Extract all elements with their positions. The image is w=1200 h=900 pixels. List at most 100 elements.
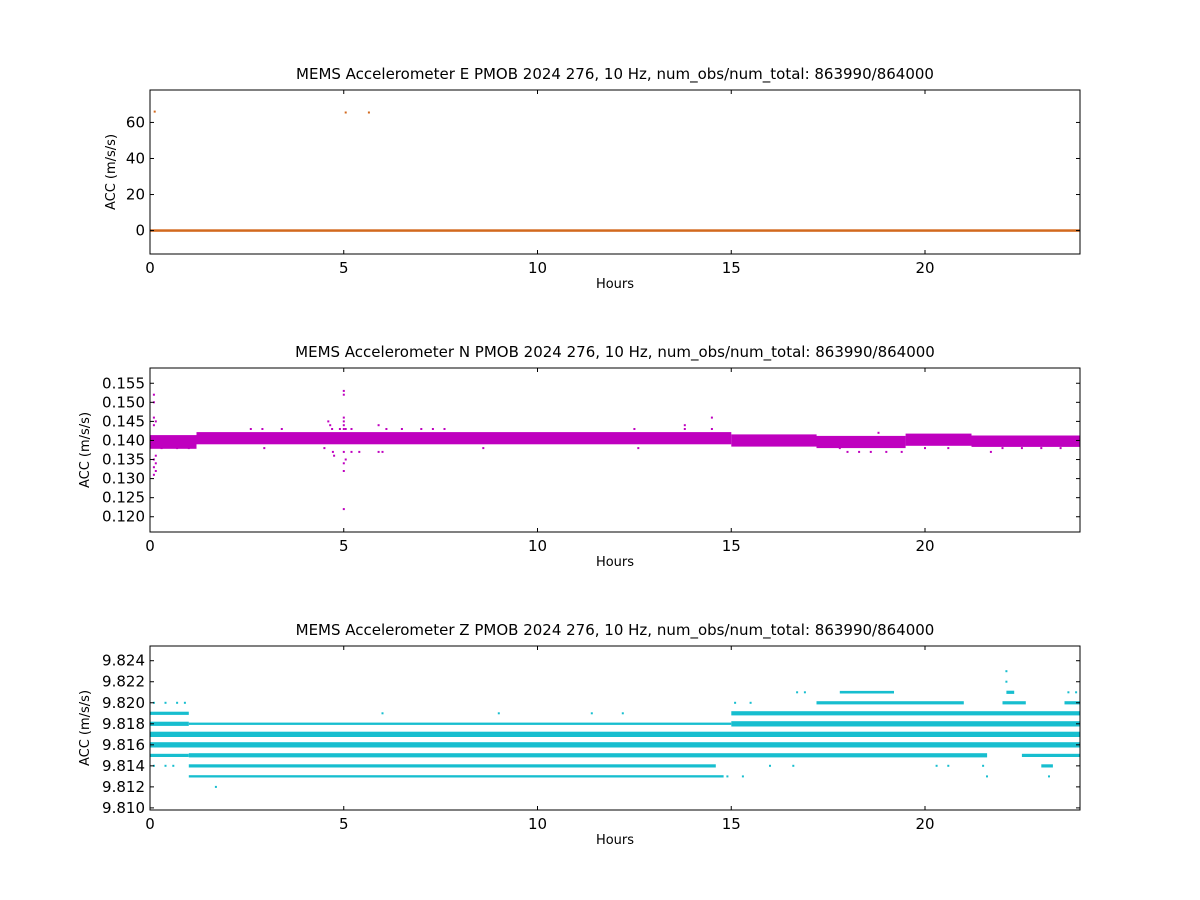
data-band-z-15	[1064, 701, 1080, 705]
data-point-e-0	[153, 110, 156, 113]
data-point-z-10	[590, 712, 593, 715]
y-tick-label-n-4: 0.140	[102, 431, 145, 449]
y-tick-label-z-0: 9.810	[102, 799, 145, 817]
data-band-z-6	[150, 742, 1080, 748]
data-point-n-48	[482, 447, 485, 450]
data-point-n-42	[377, 424, 380, 427]
data-point-z-22	[982, 764, 985, 767]
data-point-n-47	[443, 428, 446, 430]
data-point-n-61	[900, 450, 903, 453]
axes-frame-e	[149, 89, 1081, 255]
data-point-n-33	[342, 470, 345, 472]
data-point-e-2	[367, 111, 370, 114]
y-axis-label-z: ACC (m/s/s)	[78, 690, 93, 766]
data-point-n-24	[338, 428, 341, 430]
data-point-n-27	[342, 416, 345, 419]
y-tick-label-z-2: 9.814	[102, 757, 145, 775]
data-band-z-11	[150, 711, 189, 715]
data-point-z-16	[734, 701, 737, 704]
data-point-z-25	[1005, 680, 1008, 683]
data-point-z-23	[986, 775, 988, 778]
data-point-z-7	[214, 785, 217, 788]
data-band-z-17	[1006, 690, 1015, 694]
data-point-n-7	[154, 420, 157, 423]
data-point-n-60	[885, 450, 888, 453]
data-point-n-43	[385, 428, 388, 430]
data-point-n-25	[342, 389, 345, 392]
data-band-e-0	[150, 229, 1080, 232]
data-point-n-65	[1001, 447, 1004, 450]
y-tick-label-z-1: 9.812	[102, 778, 145, 796]
data-point-n-64	[989, 450, 992, 453]
x-tick-label-n-4: 20	[915, 537, 934, 555]
y-tick-label-n-6: 0.150	[102, 393, 145, 411]
data-point-n-0	[152, 393, 155, 396]
data-point-z-11	[621, 712, 624, 715]
y-tick-label-e-1: 20	[126, 186, 145, 204]
y-tick-label-z-7: 9.824	[102, 652, 145, 670]
y-axis-label-n: ACC (m/s/s)	[78, 412, 93, 488]
panel-e: MEMS Accelerometer E PMOB 2024 276, 10 H…	[104, 65, 1081, 292]
y-tick-label-e-3: 60	[126, 113, 145, 131]
y-tick-label-n-3: 0.135	[102, 451, 145, 469]
data-band-z-13	[816, 701, 964, 705]
data-point-n-49	[633, 428, 636, 430]
y-tick-label-n-0: 0.120	[102, 508, 145, 526]
panel-z: MEMS Accelerometer Z PMOB 2024 276, 10 H…	[78, 621, 1081, 848]
data-point-n-2	[152, 416, 155, 419]
data-band-z-9	[188, 722, 732, 725]
x-tick-label-e-1: 5	[339, 259, 349, 277]
data-point-n-18	[323, 447, 326, 450]
data-point-n-28	[342, 420, 345, 423]
data-point-n-45	[420, 428, 423, 430]
x-axis-label-n: Hours	[596, 555, 634, 570]
data-point-z-2	[176, 701, 179, 704]
data-band-z-14	[1002, 701, 1026, 705]
data-point-n-19	[327, 420, 330, 423]
data-point-n-53	[710, 416, 713, 419]
panel-n: MEMS Accelerometer N PMOB 2024 276, 10 H…	[78, 343, 1081, 570]
plot-area-n	[150, 368, 1080, 532]
x-tick-label-z-0: 0	[145, 815, 155, 833]
data-point-z-24	[1005, 670, 1008, 673]
data-band-n-5	[971, 435, 1080, 447]
data-point-z-28	[1075, 691, 1078, 694]
data-point-n-50	[637, 447, 640, 450]
data-band-z-5	[1021, 753, 1080, 757]
data-band-z-10	[731, 721, 1081, 727]
data-point-z-5	[164, 764, 167, 767]
data-point-n-55	[838, 447, 841, 450]
data-point-n-51	[683, 424, 686, 427]
data-band-n-0	[150, 435, 197, 449]
data-band-z-2	[1041, 764, 1053, 768]
data-point-n-13	[187, 447, 190, 450]
data-point-n-37	[350, 428, 353, 430]
x-tick-label-z-2: 10	[528, 815, 547, 833]
data-point-n-11	[160, 447, 163, 450]
x-tick-label-n-2: 10	[528, 537, 547, 555]
data-band-z-16	[839, 690, 894, 694]
data-point-n-22	[331, 450, 334, 453]
data-point-z-12	[726, 775, 729, 778]
data-point-n-34	[342, 508, 345, 511]
data-point-z-15	[792, 764, 795, 767]
data-point-n-17	[280, 428, 283, 430]
data-band-z-1	[188, 764, 716, 768]
data-band-z-0	[188, 775, 724, 778]
plot-area-z	[150, 646, 1080, 810]
y-tick-label-z-3: 9.816	[102, 736, 145, 754]
data-point-z-14	[769, 764, 771, 767]
data-point-n-38	[350, 450, 353, 453]
x-tick-label-n-1: 5	[339, 537, 349, 555]
data-marks-n	[150, 389, 1080, 511]
axes-frame-z	[149, 645, 1081, 811]
y-tick-label-e-0: 0	[135, 222, 145, 240]
x-tick-label-n-3: 15	[722, 537, 741, 555]
data-point-n-36	[344, 458, 347, 461]
data-point-n-6	[152, 473, 155, 476]
data-point-n-44	[400, 428, 403, 430]
x-tick-label-z-3: 15	[722, 815, 741, 833]
chart-title-e: MEMS Accelerometer E PMOB 2024 276, 10 H…	[296, 65, 934, 84]
y-tick-label-n-7: 0.155	[102, 374, 145, 392]
x-tick-label-e-4: 20	[915, 259, 934, 277]
